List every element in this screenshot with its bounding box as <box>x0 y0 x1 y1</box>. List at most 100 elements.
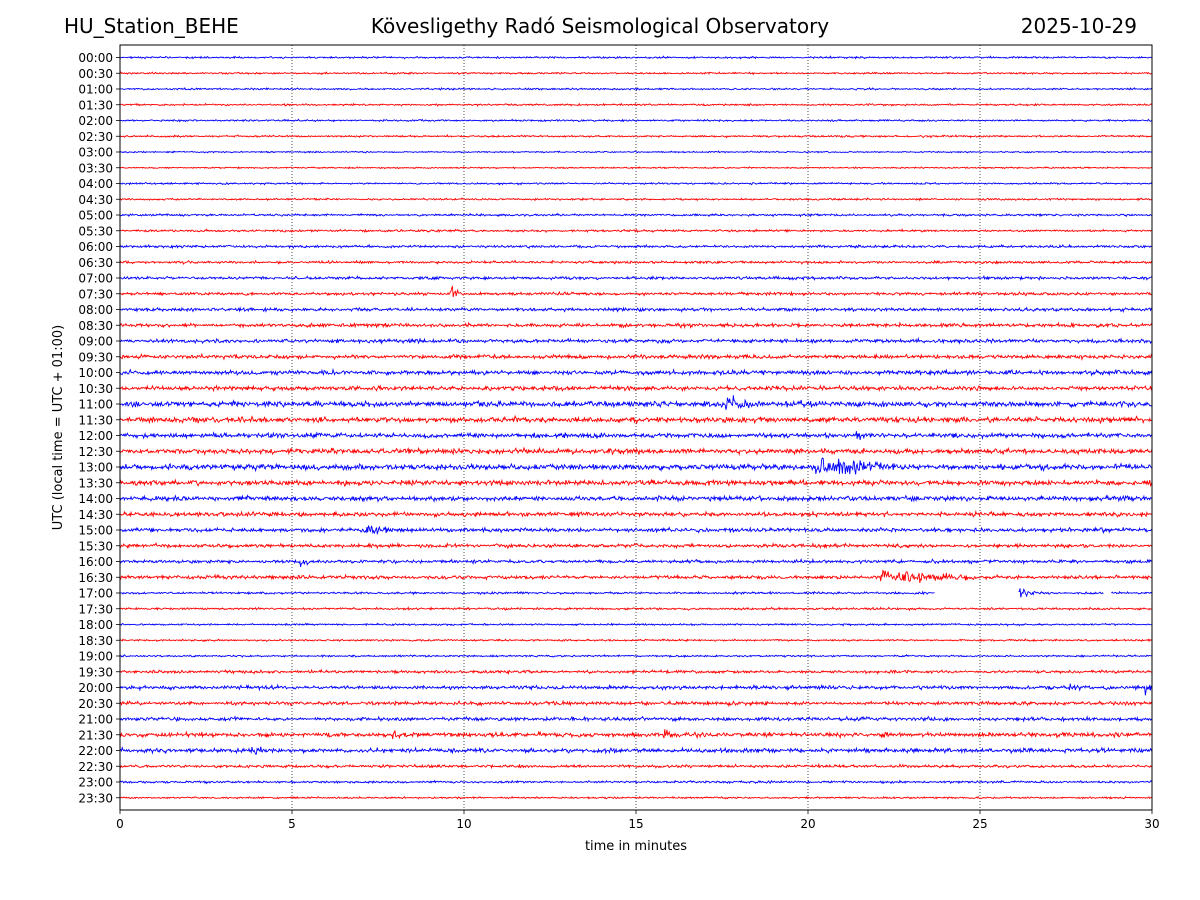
trace-1130 <box>119 414 1153 425</box>
trace-2030 <box>119 699 1153 708</box>
trace-1800 <box>119 622 1153 627</box>
y-tick-label: 13:00 <box>78 461 113 475</box>
trace-2130 <box>119 729 1153 740</box>
trace-1030 <box>119 384 1153 393</box>
y-tick-label: 07:00 <box>78 272 113 286</box>
trace-0230 <box>119 133 1153 139</box>
trace-2330 <box>119 795 1153 800</box>
y-tick-label: 03:00 <box>78 146 113 160</box>
x-axis-label: time in minutes <box>585 839 687 854</box>
y-tick-label: 19:30 <box>78 665 113 679</box>
trace-1900 <box>119 653 1153 659</box>
y-tick-label: 14:30 <box>78 508 113 522</box>
trace-1330 <box>119 478 1153 488</box>
y-tick-label: 16:00 <box>78 555 113 569</box>
record-date: 2025-10-29 <box>1020 14 1137 38</box>
station-name: HU_Station_BEHE <box>64 14 239 38</box>
y-tick-label: 08:00 <box>78 303 113 317</box>
y-tick-label: 17:00 <box>78 587 113 601</box>
y-tick-label: 04:00 <box>78 177 113 191</box>
y-tick-label: 18:30 <box>78 634 113 648</box>
trace-1200 <box>119 431 1153 441</box>
trace-1630 <box>119 569 1153 584</box>
y-axis-label: UTC (local time = UTC + 01:00) <box>51 325 66 530</box>
y-tick-label: 20:30 <box>78 697 113 711</box>
y-tick-label: 06:00 <box>78 240 113 254</box>
trace-1400 <box>119 494 1153 503</box>
trace-0700 <box>119 274 1153 282</box>
trace-0330 <box>119 165 1153 170</box>
y-tick-label: 23:00 <box>78 776 113 790</box>
trace-0830 <box>119 321 1153 330</box>
y-tick-label: 19:00 <box>78 650 113 664</box>
x-tick-label: 0 <box>116 817 124 831</box>
trace-1530 <box>119 541 1153 550</box>
y-tick-label: 07:30 <box>78 287 113 301</box>
trace-1230 <box>119 446 1153 457</box>
y-tick-label: 10:00 <box>78 366 113 380</box>
y-tick-label: 02:30 <box>78 130 113 144</box>
trace-1930 <box>119 668 1153 676</box>
y-tick-label: 05:30 <box>78 224 113 238</box>
x-tick-label: 30 <box>1144 817 1159 831</box>
y-tick-label: 05:00 <box>78 209 113 223</box>
x-tick-label: 5 <box>288 817 296 831</box>
trace-0900 <box>119 336 1153 345</box>
y-tick-label: 08:30 <box>78 319 113 333</box>
y-tick-label: 03:30 <box>78 161 113 175</box>
trace-2300 <box>119 779 1153 785</box>
trace-1100 <box>119 395 1153 410</box>
y-tick-label: 09:00 <box>78 335 113 349</box>
trace-1600 <box>119 557 1153 568</box>
trace-0130 <box>119 102 1153 107</box>
trace-1700 <box>119 588 1153 598</box>
y-tick-label: 18:00 <box>78 618 113 632</box>
trace-0730 <box>119 285 1153 297</box>
trace-1000 <box>119 367 1153 377</box>
y-tick-label: 13:30 <box>78 476 113 490</box>
y-tick-label: 15:00 <box>78 524 113 538</box>
trace-0530 <box>119 228 1153 234</box>
y-tick-label: 11:00 <box>78 398 113 412</box>
trace-0800 <box>119 306 1153 314</box>
trace-1500 <box>119 524 1153 536</box>
y-tick-label: 10:30 <box>78 382 113 396</box>
trace-2100 <box>119 715 1153 723</box>
trace-0630 <box>119 259 1153 266</box>
trace-0100 <box>119 87 1153 91</box>
y-tick-label: 21:00 <box>78 713 113 727</box>
y-tick-label: 00:30 <box>78 67 113 81</box>
trace-0000 <box>119 55 1153 60</box>
trace-2230 <box>119 762 1153 770</box>
trace-1300 <box>119 457 1153 475</box>
trace-1430 <box>119 509 1153 519</box>
trace-0500 <box>119 212 1153 218</box>
trace-0400 <box>119 181 1153 186</box>
trace-1730 <box>119 606 1153 612</box>
trace-2000 <box>119 683 1153 696</box>
y-tick-label: 21:30 <box>78 728 113 742</box>
trace-0430 <box>119 197 1153 202</box>
y-tick-label: 22:30 <box>78 760 113 774</box>
y-tick-label: 04:30 <box>78 193 113 207</box>
y-tick-label: 12:30 <box>78 445 113 459</box>
trace-1830 <box>119 638 1153 643</box>
y-tick-label: 14:00 <box>78 492 113 506</box>
trace-2200 <box>119 746 1153 755</box>
trace-0030 <box>119 71 1153 76</box>
x-tick-label: 15 <box>628 817 643 831</box>
y-tick-label: 06:30 <box>78 256 113 270</box>
y-tick-label: 09:30 <box>78 350 113 364</box>
y-tick-label: 22:00 <box>78 744 113 758</box>
y-tick-label: 01:30 <box>78 98 113 112</box>
y-tick-label: 00:00 <box>78 51 113 65</box>
x-tick-label: 20 <box>800 817 815 831</box>
observatory-title: Kövesligethy Radó Seismological Observat… <box>370 14 830 38</box>
y-tick-label: 16:30 <box>78 571 113 585</box>
x-tick-label: 10 <box>456 817 471 831</box>
trace-0300 <box>119 150 1153 154</box>
trace-0200 <box>119 118 1153 123</box>
trace-0930 <box>119 352 1153 362</box>
y-tick-label: 11:30 <box>78 413 113 427</box>
y-tick-label: 01:00 <box>78 83 113 97</box>
